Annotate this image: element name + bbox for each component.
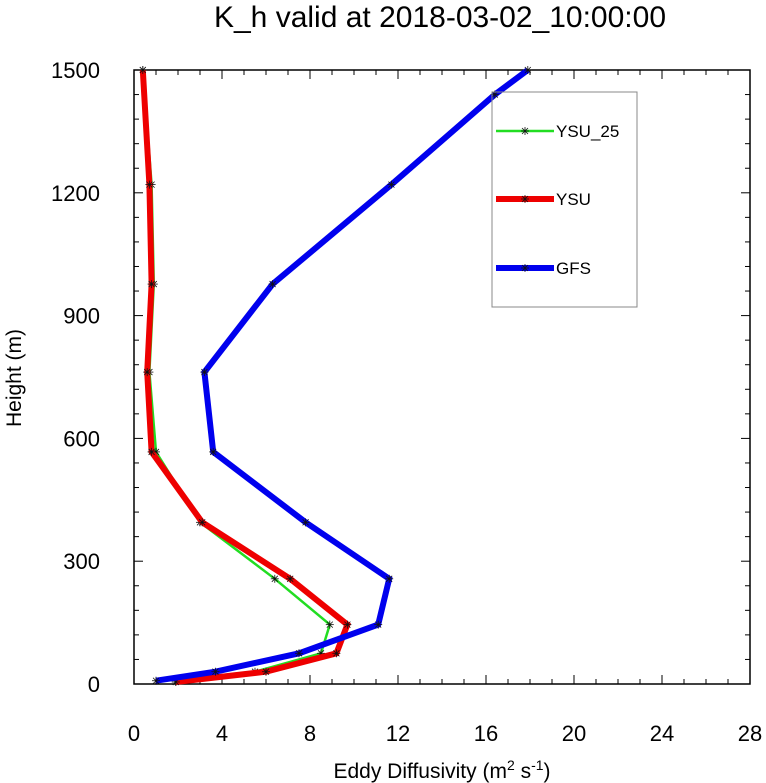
chart-title: K_h valid at 2018-03-02_10:00:00: [214, 1, 666, 34]
legend-label: YSU_25: [556, 122, 619, 141]
data-point-marker: [143, 368, 152, 377]
x-axis-title: Eddy Diffusivity (m2 s-1): [333, 757, 550, 783]
axis-ticks: [133, 69, 751, 685]
data-point-marker: [262, 667, 270, 676]
data-point-marker: [200, 368, 209, 377]
x-tick-label: 4: [216, 721, 228, 746]
data-point-marker: [209, 447, 218, 456]
data-point-marker: [301, 518, 310, 527]
data-point-marker: [270, 574, 279, 583]
data-point-marker: [325, 620, 334, 629]
data-point-marker: [523, 66, 532, 74]
y-tick-label: 1500: [51, 58, 100, 83]
data-point-marker: [147, 280, 156, 289]
series-line-gfs: [155, 67, 530, 684]
data-point-marker: [211, 667, 220, 676]
legend-entry-ysu: YSU: [496, 190, 591, 209]
legend-entry-gfs: GFS: [496, 259, 591, 278]
data-point-marker: [343, 620, 352, 629]
x-tick-label: 24: [650, 721, 674, 746]
x-tick-label: 0: [128, 721, 140, 746]
tick-labels: 0 4 8 12 16 20 24 28 0 300 600 900 1200 1500: [51, 58, 762, 746]
plot-frame: [133, 69, 751, 685]
y-axis-title: Height (m): [3, 329, 26, 427]
legend-label: YSU: [556, 190, 591, 209]
x-tick-label: 8: [304, 721, 316, 746]
data-point-marker: [145, 180, 154, 189]
data-point-marker: [138, 66, 147, 74]
data-point-marker: [385, 574, 394, 583]
data-point-marker: [387, 180, 396, 189]
x-tick-label: 28: [738, 721, 762, 746]
series-gfs: [152, 66, 532, 685]
data-point-marker: [286, 574, 295, 583]
data-point-marker: [295, 649, 303, 658]
data-point-marker: [374, 620, 383, 629]
y-tick-label: 900: [63, 304, 100, 329]
data-point-marker: [332, 649, 341, 658]
y-tick-label: 1200: [51, 181, 100, 206]
x-tick-label: 12: [386, 721, 410, 746]
y-tick-label: 600: [63, 426, 100, 451]
x-axis-title-mid: s: [515, 760, 531, 783]
legend: YSU_25 YSU GFS: [491, 91, 638, 308]
x-tick-label: 20: [562, 721, 586, 746]
data-point-marker: [152, 676, 160, 685]
data-point-marker: [198, 518, 207, 527]
legend-entry-ysu_25: YSU_25: [496, 122, 619, 141]
series-ysu: [138, 66, 352, 686]
x-axis-title-sup2: -1: [531, 757, 544, 773]
x-axis-title-sup1: 2: [507, 757, 515, 773]
y-tick-label: 0: [88, 672, 100, 697]
x-axis-title-main: Eddy Diffusivity (m: [333, 760, 507, 783]
data-point-marker: [268, 280, 277, 289]
y-tick-label: 300: [63, 549, 100, 574]
x-tick-label: 16: [474, 721, 498, 746]
data-point-marker: [147, 447, 156, 456]
series-layer: [138, 66, 532, 686]
legend-box: [491, 91, 638, 308]
legend-label: GFS: [556, 259, 591, 278]
x-axis-title-end: ): [544, 760, 551, 783]
series-line-ysu: [139, 69, 351, 685]
